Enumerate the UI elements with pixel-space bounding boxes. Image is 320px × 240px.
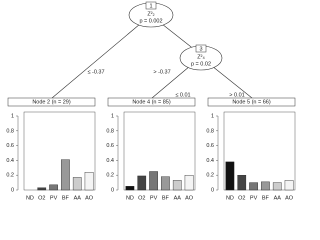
y-tick-label: 0.4	[6, 158, 14, 164]
bar	[184, 174, 194, 191]
node-header	[107, 97, 196, 107]
x-tick-label: PV	[150, 195, 158, 201]
edge-label: ≤ 0.01	[175, 92, 190, 98]
x-tick-label: AO	[285, 195, 294, 201]
bar	[125, 186, 135, 191]
y-tick-label: 1	[111, 113, 114, 119]
bar	[225, 161, 235, 191]
node-variable: Z²₂	[147, 11, 154, 17]
node-p: p = 0.002	[139, 18, 162, 24]
bar	[72, 177, 82, 191]
x-tick-label: O2	[138, 195, 145, 201]
y-tick-label: 0.2	[206, 173, 214, 179]
plot-frame	[223, 111, 296, 191]
bar	[237, 174, 247, 191]
x-tick-label: BF	[162, 195, 170, 201]
node-id: 1	[149, 3, 152, 9]
y-tick-label: 0.4	[206, 158, 214, 164]
y-tick-label: 0.6	[206, 143, 214, 149]
node-id: 3	[199, 46, 202, 52]
y-tick-label: 0.2	[106, 173, 114, 179]
bar	[37, 187, 47, 191]
node-id-box	[195, 44, 207, 53]
bar	[161, 176, 170, 191]
bar	[172, 180, 182, 191]
y-tick-label: 1	[211, 113, 214, 119]
tree-chart: 1 Z²₂ p = 0.002 3 Z²₄ p = 0.02 ≤ -0.37 >…	[6, 1, 296, 201]
edge	[51, 23, 141, 99]
y-tick-label: 0.4	[106, 158, 114, 164]
x-tick-label: O2	[38, 195, 45, 201]
x-tick-label: ND	[126, 195, 134, 201]
y-tick-label: 0.8	[6, 128, 14, 134]
chart-title: Node 4 (n = 85)	[132, 100, 171, 106]
bar	[137, 175, 147, 191]
bar	[49, 184, 58, 191]
x-tick-label: ND	[226, 195, 234, 201]
edge-label: > 0.01	[229, 92, 244, 98]
y-tick-label: 0.6	[106, 143, 114, 149]
x-tick-label: PV	[250, 195, 258, 201]
x-tick-label: AO	[185, 195, 194, 201]
x-tick-label: ND	[26, 195, 34, 201]
edge-label: > -0.37	[153, 69, 170, 75]
y-tick-label: 0	[11, 187, 14, 193]
x-tick-label: PV	[50, 195, 58, 201]
bar	[284, 180, 294, 191]
edge	[161, 23, 196, 51]
y-tick-label: 1	[11, 113, 14, 119]
node-p: p = 0.02	[191, 61, 211, 67]
bar	[61, 159, 70, 191]
y-tick-label: 0	[211, 187, 214, 193]
x-tick-label: O2	[238, 195, 245, 201]
x-tick-label: AO	[85, 195, 94, 201]
plot-frame	[23, 111, 96, 191]
node-header	[207, 97, 296, 107]
node-header	[7, 97, 96, 107]
bar	[261, 181, 270, 191]
bar	[272, 182, 282, 191]
x-tick-label: AA	[74, 195, 82, 201]
bar	[249, 182, 258, 191]
y-tick-label: 0.2	[6, 173, 14, 179]
x-tick-label: AA	[174, 195, 182, 201]
bar	[84, 172, 94, 191]
chart-title: Node 5 (n = 66)	[232, 100, 271, 106]
x-tick-label: AA	[274, 195, 282, 201]
edge	[151, 65, 191, 99]
node-variable: Z²₄	[197, 54, 205, 60]
edge	[211, 65, 253, 99]
plot-frame	[123, 111, 196, 191]
x-tick-label: BF	[262, 195, 270, 201]
y-tick-label: 0	[111, 187, 114, 193]
bar	[149, 171, 158, 191]
chart-title: Node 2 (n = 29)	[32, 100, 71, 106]
y-tick-label: 0.8	[106, 128, 114, 134]
y-tick-label: 0.8	[206, 128, 214, 134]
edge-label: ≤ -0.37	[87, 69, 104, 75]
x-tick-label: BF	[62, 195, 70, 201]
node-id-box	[145, 1, 157, 10]
y-tick-label: 0.6	[6, 143, 14, 149]
